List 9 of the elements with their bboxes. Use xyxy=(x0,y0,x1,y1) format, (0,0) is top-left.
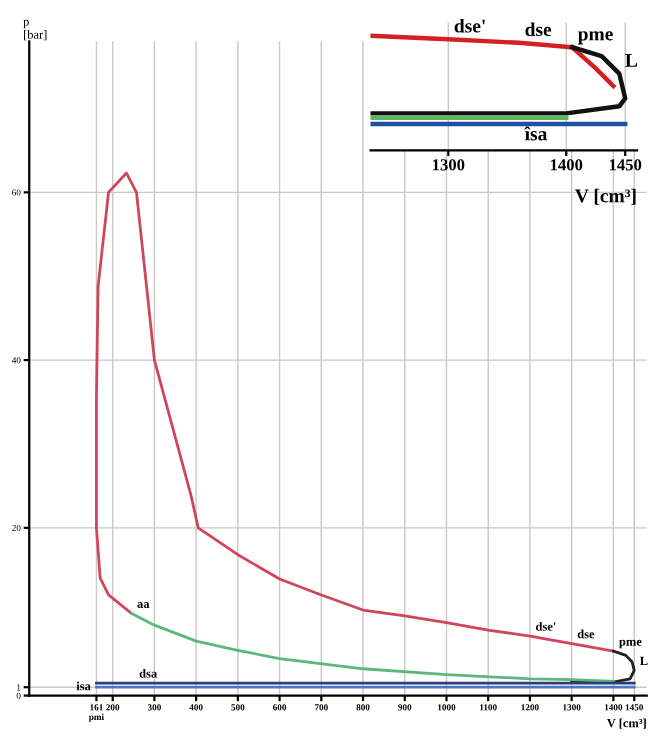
annotation: îsa xyxy=(524,126,548,141)
annotation: dse' xyxy=(454,18,485,33)
annotation: pme xyxy=(577,31,613,45)
annotation: dse xyxy=(525,22,552,37)
x-tick-label: 1400 xyxy=(550,159,583,171)
x-tick-label: 1450 xyxy=(609,159,642,171)
annotation: L xyxy=(625,54,638,67)
x-axis-title: V [cm³] xyxy=(575,188,636,205)
x-tick-label: 1300 xyxy=(433,159,465,171)
